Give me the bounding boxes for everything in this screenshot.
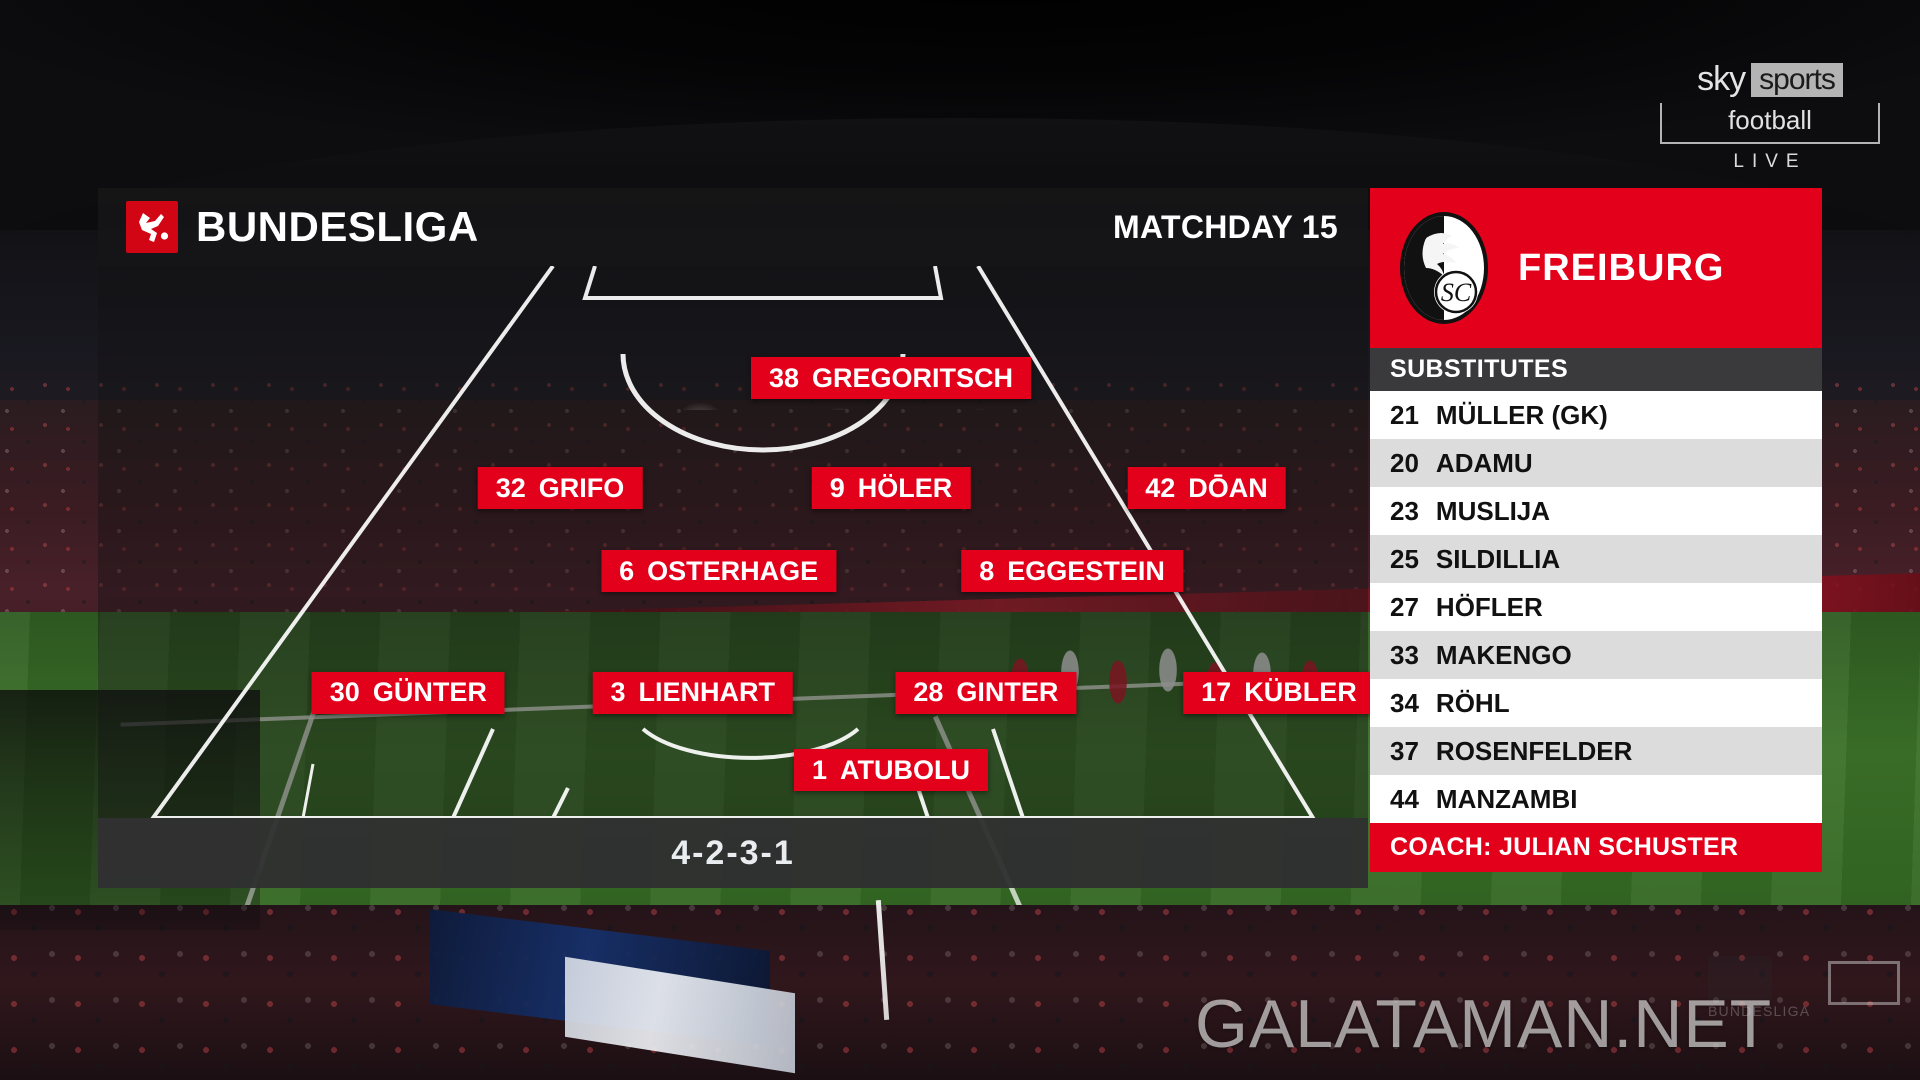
substitutes-list: 21 MÜLLER (GK) 20 ADAMU 23 MUSLIJA 25 SILDILLIA… <box>1370 391 1822 823</box>
panel-scrim <box>98 188 1368 888</box>
team-name: FREIBURG <box>1518 246 1725 289</box>
league-title: BUNDESLIGA <box>196 203 479 250</box>
score-bug-box <box>1828 961 1900 1005</box>
player-name: GREGORITSCH <box>812 362 1014 393</box>
player-number: 28 <box>913 677 944 708</box>
sky-word: sky <box>1697 60 1746 98</box>
live-badge: LIVE <box>1733 151 1807 172</box>
substitute-row: 44 MANZAMBI <box>1370 775 1822 823</box>
player-number: 8 <box>979 555 995 586</box>
player-chip: 38 GREGORITSCH <box>751 357 1032 400</box>
player-chip: 8 EGGESTEIN <box>961 550 1183 593</box>
sc-freiburg-crest-icon: SC <box>1396 208 1492 328</box>
matchday-label: MATCHDAY 15 <box>1113 208 1338 245</box>
pitch-diagram-svg <box>150 266 1316 818</box>
coach-row: COACH: JULIAN SCHUSTER <box>1370 823 1822 872</box>
substitute-row: 37 ROSENFELDER <box>1370 727 1822 775</box>
player-number: 17 <box>1201 677 1232 708</box>
substitute-row: 33 MAKENGO <box>1370 631 1822 679</box>
substitute-row: 34 RÖHL <box>1370 679 1822 727</box>
player-name: EGGESTEIN <box>1007 555 1165 586</box>
player-name: HÖLER <box>857 472 953 503</box>
substitute-number: 27 <box>1390 591 1419 622</box>
pitch-diagram <box>98 266 1368 818</box>
substitutes-header: SUBSTITUTES <box>1370 348 1822 391</box>
substitute-row: 23 MUSLIJA <box>1370 487 1822 535</box>
channel-name: football <box>1660 103 1880 144</box>
sky-sports-football-logo: sky sports football LIVE <box>1660 60 1880 173</box>
player-name: ATUBOLU <box>840 754 971 785</box>
substitute-name: MUSLIJA <box>1435 495 1551 526</box>
sports-word: sports <box>1751 62 1843 97</box>
player-chip: 17 KÜBLER <box>1183 671 1375 714</box>
substitute-name: ROSENFELDER <box>1435 735 1633 766</box>
substitute-row: 25 SILDILLIA <box>1370 535 1822 583</box>
player-name: GRIFO <box>538 472 625 503</box>
player-name: DŌAN <box>1188 472 1268 503</box>
lineup-panel: BUNDESLIGA MATCHDAY 15 <box>98 188 1822 888</box>
substitute-name: ADAMU <box>1435 447 1533 478</box>
substitute-number: 25 <box>1390 543 1419 574</box>
player-name: GINTER <box>956 677 1059 708</box>
substitute-number: 37 <box>1390 735 1419 766</box>
team-header: SC FREIBURG <box>1370 188 1822 348</box>
lower-crowd-texture <box>0 900 1920 1080</box>
substitute-name: MAKENGO <box>1435 639 1572 670</box>
substitute-row: 27 HÖFLER <box>1370 583 1822 631</box>
substitute-row: 20 ADAMU <box>1370 439 1822 487</box>
team-panel: SC FREIBURG SUBSTITUTES 21 MÜLLER (GK) 20 A… <box>1370 188 1822 872</box>
bundesliga-logo-icon <box>126 201 178 253</box>
player-number: 32 <box>495 472 526 503</box>
substitute-name: HÖFLER <box>1435 591 1543 622</box>
player-chip: 42 DŌAN <box>1127 467 1286 510</box>
substitute-name: MANZAMBI <box>1435 783 1578 814</box>
sky-sports-wordmark: sky sports <box>1660 60 1880 99</box>
substitute-row: 21 MÜLLER (GK) <box>1370 391 1822 439</box>
substitute-number: 20 <box>1390 447 1419 478</box>
player-number: 1 <box>812 754 828 785</box>
player-number: 38 <box>769 362 800 393</box>
bundesliga-bug-icon: BUNDESLIGA <box>1708 956 1858 1019</box>
player-chip: 32 GRIFO <box>477 467 643 510</box>
site-watermark: GALATAMAN.NET <box>1195 986 1773 1062</box>
substitute-name: RÖHL <box>1435 687 1510 718</box>
player-chip: 9 HÖLER <box>811 467 971 510</box>
svg-text:SC: SC <box>1441 278 1472 307</box>
substitute-number: 33 <box>1390 639 1419 670</box>
player-name: LIENHART <box>638 677 776 708</box>
player-number: 30 <box>329 677 360 708</box>
substitute-number: 44 <box>1390 783 1419 814</box>
bug-label: BUNDESLIGA <box>1708 1003 1811 1019</box>
player-chip: 6 OSTERHAGE <box>601 550 837 593</box>
player-number: 6 <box>619 555 635 586</box>
player-number: 42 <box>1145 472 1176 503</box>
panel-header: BUNDESLIGA MATCHDAY 15 <box>98 188 1368 266</box>
player-number: 3 <box>610 677 626 708</box>
player-chip: 1 ATUBOLU <box>794 749 989 791</box>
substitute-number: 21 <box>1390 399 1419 430</box>
substitute-name: MÜLLER (GK) <box>1435 399 1608 430</box>
player-name: OSTERHAGE <box>647 555 819 586</box>
player-chip: 3 LIENHART <box>592 671 794 714</box>
formation-bar: 4-2-3-1 <box>98 818 1368 888</box>
substitute-number: 34 <box>1390 687 1419 718</box>
player-chip: 28 GINTER <box>895 671 1077 714</box>
player-number: 9 <box>829 472 845 503</box>
player-chip: 30 GÜNTER <box>311 671 505 714</box>
player-name: GÜNTER <box>372 677 487 708</box>
bug-mark <box>1708 956 1772 1000</box>
substitute-name: SILDILLIA <box>1435 543 1561 574</box>
substitute-number: 23 <box>1390 495 1419 526</box>
player-name: KÜBLER <box>1244 677 1357 708</box>
